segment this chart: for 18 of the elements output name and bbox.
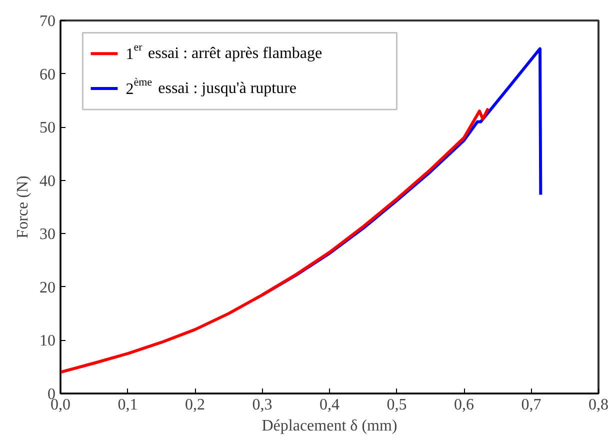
- line-series: [60, 106, 490, 374]
- y-tick-label: 50: [40, 120, 56, 137]
- x-tick-label: 0,2: [185, 396, 205, 414]
- y-tick-label: 60: [40, 66, 56, 84]
- x-tick-label: 0,1: [118, 396, 138, 414]
- y-axis-title: Force (N): [14, 176, 32, 238]
- y-tick-label: 20: [40, 279, 56, 296]
- y-tick-label: 10: [40, 332, 56, 350]
- x-tick-label: 0,7: [521, 396, 542, 414]
- x-tick-label: 0,6: [454, 396, 474, 414]
- x-tick-label: 0,4: [320, 396, 340, 414]
- x-tick-label: 0,8: [588, 396, 608, 414]
- y-tick-label: 40: [40, 172, 56, 190]
- y-tick-label: 70: [40, 13, 56, 30]
- x-tick-label: 0,3: [252, 396, 272, 414]
- y-tick-label: 30: [40, 226, 56, 244]
- x-tick-label: 0,5: [386, 396, 407, 414]
- x-axis-title: Déplacement δ (mm): [262, 418, 398, 434]
